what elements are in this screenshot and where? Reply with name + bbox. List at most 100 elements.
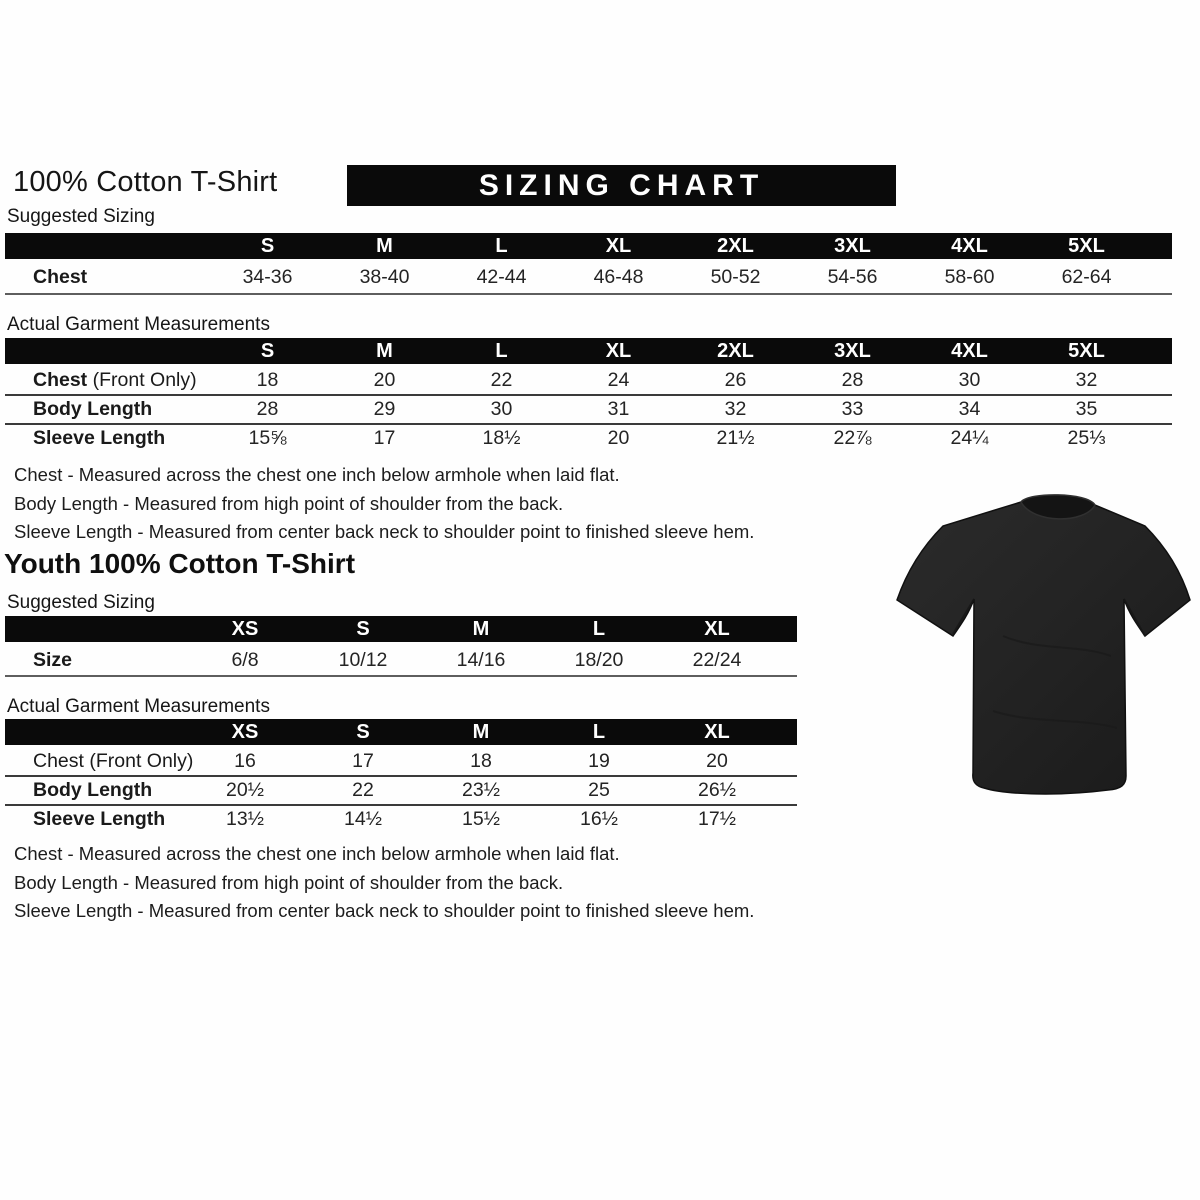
page-title: 100% Cotton T-Shirt [13, 166, 278, 198]
table-cell: 16½ [580, 808, 618, 830]
column-header: S [260, 234, 275, 257]
table-header-row: S M L XL 2XL 3XL 4XL 5XL [5, 233, 1172, 259]
column-header: XL [704, 617, 730, 640]
youth-actual-measurements-label: Actual Garment Measurements [7, 696, 270, 717]
column-header: XL [605, 234, 632, 257]
table-cell: 20 [373, 369, 396, 391]
row-label: Sleeve Length [33, 427, 166, 449]
table-cell: 15⅝ [248, 427, 287, 449]
table-cell: 32 [724, 398, 747, 420]
black-tshirt-photo [896, 494, 1191, 795]
table-cell: 24¼ [950, 427, 989, 449]
column-header: XS [231, 617, 259, 640]
sizing-chart-banner: SIZING CHART [347, 165, 896, 206]
column-header: 4XL [951, 339, 988, 362]
row-label: Chest (Front Only) [33, 369, 197, 391]
table-cell: 18/20 [574, 648, 624, 671]
table-row: Chest 34-36 38-40 42-44 46-48 50-52 54-56 58-60… [5, 262, 1172, 293]
sizing-chart-banner-text: SIZING CHART [478, 168, 765, 202]
column-header: L [592, 720, 606, 743]
adult-measurement-notes: Chest - Measured across the chest one in… [14, 461, 754, 547]
table-cell: 17 [373, 427, 396, 449]
table-row: Body Length 28 29 30 31 32 33 34 35 [5, 394, 1172, 423]
table-cell: 6/8 [231, 648, 259, 671]
column-header: L [495, 339, 508, 362]
column-header: M [472, 617, 490, 640]
table-cell: 62-64 [1061, 266, 1112, 288]
row-label: Chest [33, 266, 88, 288]
table-row: Sleeve Length 15⅝ 17 18½ 20 21½ 22⅞ 24¼ 25⅓ [5, 423, 1172, 452]
table-row: Body Length 20½ 22 23½ 25 26½ [5, 775, 797, 804]
column-header: XL [704, 720, 730, 743]
column-header: M [376, 339, 393, 362]
note-chest: Chest - Measured across the chest one in… [14, 464, 620, 485]
youth-section-title: Youth 100% Cotton T-Shirt [4, 548, 356, 579]
table-cell: 32 [1075, 369, 1098, 391]
table-cell: 58-60 [944, 266, 995, 288]
youth-measurement-notes: Chest - Measured across the chest one in… [14, 840, 754, 926]
note-body-length: Body Length - Measured from high point o… [14, 871, 564, 893]
table-cell: 34-36 [242, 266, 293, 288]
column-header: 2XL [717, 234, 754, 257]
table-cell: 23½ [462, 779, 500, 801]
table-cell: 20½ [226, 779, 264, 801]
column-header: L [495, 234, 508, 257]
table-cell: 38-40 [359, 266, 410, 288]
youth-suggested-sizing-table: XS S M L XL Size 6/8 10/12 14/16 18/20 22/24 [5, 616, 797, 677]
table-header-row: XS S M L XL [5, 616, 797, 642]
table-header-row: S M L XL 2XL 3XL 4XL 5XL [5, 338, 1172, 364]
table-cell: 35 [1075, 398, 1098, 420]
column-header: XS [231, 720, 259, 743]
column-header: 5XL [1068, 339, 1105, 362]
table-cell: 22 [490, 369, 513, 391]
table-cell: 14/16 [456, 648, 506, 671]
row-label: Chest (Front Only) [33, 750, 194, 772]
table-cell: 17½ [698, 808, 736, 830]
table-cell: 21½ [716, 427, 755, 449]
table-cell: 46-48 [593, 266, 644, 288]
adult-actual-measurements-label: Actual Garment Measurements [7, 314, 270, 335]
youth-actual-measurements-table: XS S M L XL Chest (Front Only) 16 17 18 19 20 Body … [5, 719, 797, 833]
table-cell: 24 [607, 369, 630, 391]
column-header: S [260, 339, 275, 362]
table-cell: 17 [352, 750, 374, 772]
table-cell: 26 [724, 369, 747, 391]
table-cell: 33 [841, 398, 864, 420]
table-header-row: XS S M L XL [5, 719, 797, 745]
column-header: S [356, 617, 370, 640]
column-header: 3XL [834, 339, 871, 362]
table-cell: 30 [958, 369, 981, 391]
column-header: XL [605, 339, 632, 362]
table-cell: 22 [352, 779, 374, 801]
note-body-length: Body Length - Measured from high point o… [14, 492, 564, 514]
table-cell: 28 [256, 398, 279, 420]
table-cell: 54-56 [827, 266, 878, 288]
table-cell: 28 [841, 369, 864, 391]
table-cell: 18½ [482, 427, 521, 449]
adult-suggested-sizing-label: Suggested Sizing [7, 206, 155, 227]
row-label: Size [33, 648, 73, 671]
table-cell: 19 [588, 750, 610, 772]
column-header: 2XL [717, 339, 754, 362]
adult-actual-measurements-table: S M L XL 2XL 3XL 4XL 5XL Chest (Front Only) 18 20 2… [5, 338, 1172, 452]
table-cell: 22/24 [692, 648, 742, 671]
row-label: Sleeve Length [33, 808, 166, 830]
column-header: L [592, 617, 606, 640]
tshirt-collar [1020, 494, 1096, 520]
note-chest: Chest - Measured across the chest one in… [14, 843, 620, 864]
column-header: 3XL [834, 234, 871, 257]
row-label: Body Length [33, 779, 153, 801]
table-cell: 34 [958, 398, 981, 420]
table-row: Sleeve Length 13½ 14½ 15½ 16½ 17½ [5, 804, 797, 833]
adult-suggested-sizing-table: S M L XL 2XL 3XL 4XL 5XL Chest 34-36 38-40 42-44 46-… [5, 233, 1172, 295]
table-cell: 29 [373, 398, 396, 420]
table-row: Size 6/8 10/12 14/16 18/20 22/24 [5, 645, 797, 675]
table-cell: 16 [234, 750, 256, 772]
column-header: S [356, 720, 370, 743]
table-cell: 31 [607, 398, 630, 420]
column-header: M [472, 720, 490, 743]
table-cell: 15½ [462, 808, 500, 830]
table-cell: 18 [256, 369, 279, 391]
table-cell: 22⅞ [833, 427, 872, 449]
